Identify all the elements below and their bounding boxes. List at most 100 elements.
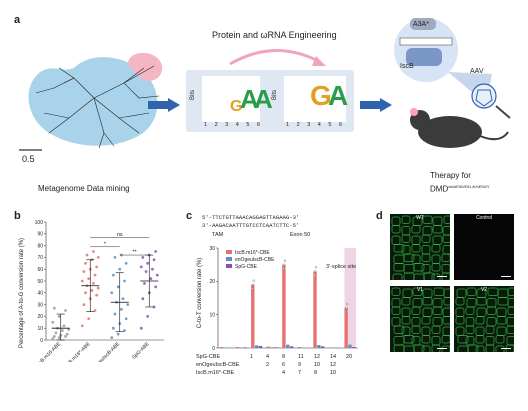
cell-outline — [441, 264, 450, 274]
logo-positions: 1 2 3 4 5 6 — [204, 122, 263, 128]
position-row: SpG-CBE 1 4 8 11 12 14 20 — [196, 354, 366, 362]
data-point — [123, 279, 126, 283]
data-point — [154, 285, 158, 289]
bar-point — [251, 287, 254, 290]
cell-outline — [401, 316, 411, 325]
cell-outline — [485, 325, 495, 334]
bar — [344, 308, 348, 348]
y-tick-label: 80 — [37, 243, 43, 249]
y-tick-label: 50 — [37, 279, 43, 285]
logo-axis-label: Bits — [190, 89, 197, 101]
row-value: 4 — [282, 370, 286, 376]
y-tick-label: 60 — [37, 267, 43, 273]
row-value: 2 — [266, 362, 270, 368]
data-point — [85, 253, 89, 257]
scale-bar — [437, 347, 447, 349]
aav-label: AAV — [470, 68, 484, 75]
bar — [274, 347, 278, 348]
cell-outline — [412, 298, 423, 308]
bar-point — [283, 263, 286, 266]
logo-position: 5 — [328, 122, 335, 128]
cell-outline — [413, 263, 425, 272]
logo-position: 6 — [256, 122, 264, 128]
data-point — [52, 335, 56, 338]
logo-letter: A — [254, 84, 273, 114]
bar-point — [314, 270, 317, 273]
data-point — [155, 273, 159, 277]
cell-outline — [476, 297, 487, 306]
bar-point — [252, 279, 255, 282]
data-point — [119, 307, 123, 311]
logo-letter: A — [328, 80, 349, 111]
row-value: 9 — [298, 362, 302, 368]
data-point — [124, 261, 128, 265]
micrograph-wt: WT — [390, 214, 450, 280]
cell-outline — [413, 344, 425, 352]
sequence-top: 5'-TTCTGTTAAACAGGAGTTAGAAG-3' — [202, 214, 300, 221]
cell-outline — [457, 345, 469, 352]
data-point — [60, 329, 64, 332]
y-tick-label: 90 — [37, 232, 43, 238]
data-point — [96, 256, 100, 259]
micrograph-label: WT — [416, 215, 424, 221]
cell-outline — [393, 244, 405, 253]
logo-position: 4 — [317, 122, 324, 128]
y-tick-label: 30 — [37, 302, 43, 308]
phylogenetic-tree — [19, 52, 163, 151]
row-value: 6 — [282, 362, 286, 368]
data-point — [93, 309, 97, 312]
legend-label: enOgeuIscB-CBE — [235, 257, 275, 263]
cell-outline — [497, 297, 509, 306]
curved-arrow-icon — [229, 49, 326, 66]
cell-outline — [455, 297, 465, 306]
category-label: SpG-ABE — [131, 341, 151, 361]
cell-outline — [432, 298, 443, 308]
logo-position: 1 — [286, 122, 293, 128]
cell-outline — [466, 298, 477, 308]
cell-outline — [391, 306, 401, 315]
cell-outline — [485, 336, 495, 346]
y-tick-label: 10 — [37, 326, 43, 332]
cell-outline — [496, 307, 507, 317]
cell-outline — [431, 336, 441, 346]
data-point — [124, 317, 128, 321]
data-point — [146, 315, 150, 318]
cell-outline — [393, 254, 405, 264]
data-point — [57, 336, 61, 340]
cell-outline — [421, 335, 431, 344]
position-row: IscB.m16*-CBE 4 7 8 10 — [196, 370, 366, 378]
cell-outline — [403, 272, 415, 280]
row-value: 20 — [346, 354, 353, 360]
data-point — [141, 297, 145, 301]
tam-label: TAM — [212, 232, 224, 238]
cell-outline — [455, 326, 465, 336]
logo-positions-right: 1 2 3 4 5 6 — [286, 122, 345, 128]
sequence-logo-box: Bits G A A 1 2 3 4 5 6 Bits G A 1 2 3 4 … — [186, 70, 354, 132]
therapy-line2: DMDdelΔE50/E51;K/hE50/Y — [430, 181, 490, 195]
cell-outline — [495, 335, 505, 344]
legend-label: SpG-CBE — [235, 264, 258, 270]
data-point — [121, 297, 125, 301]
data-point — [54, 331, 58, 335]
cell-outline — [421, 253, 431, 262]
cell-outline — [422, 297, 433, 306]
data-point — [152, 305, 156, 309]
bar — [348, 344, 352, 348]
cell-outline — [411, 235, 421, 245]
cell-outline — [411, 225, 421, 234]
y-tick-label: 0 — [212, 346, 215, 352]
bar-point — [251, 283, 255, 286]
data-point — [57, 315, 61, 318]
cell-outline — [475, 326, 485, 336]
data-point — [146, 261, 150, 265]
sequence-bottom: 3'-AAGACAATTTGTCCTCAATCTTC-5' — [202, 222, 300, 229]
cell-outline — [465, 317, 475, 327]
cell-outline — [423, 272, 435, 280]
data-point — [96, 286, 100, 290]
cell-outline — [411, 254, 421, 264]
y-tick-label: 40 — [37, 291, 43, 297]
cell-outline — [391, 287, 401, 296]
cell-outline — [401, 307, 411, 317]
micrograph-v2: V2 — [454, 286, 514, 352]
cell-outline — [507, 306, 514, 315]
